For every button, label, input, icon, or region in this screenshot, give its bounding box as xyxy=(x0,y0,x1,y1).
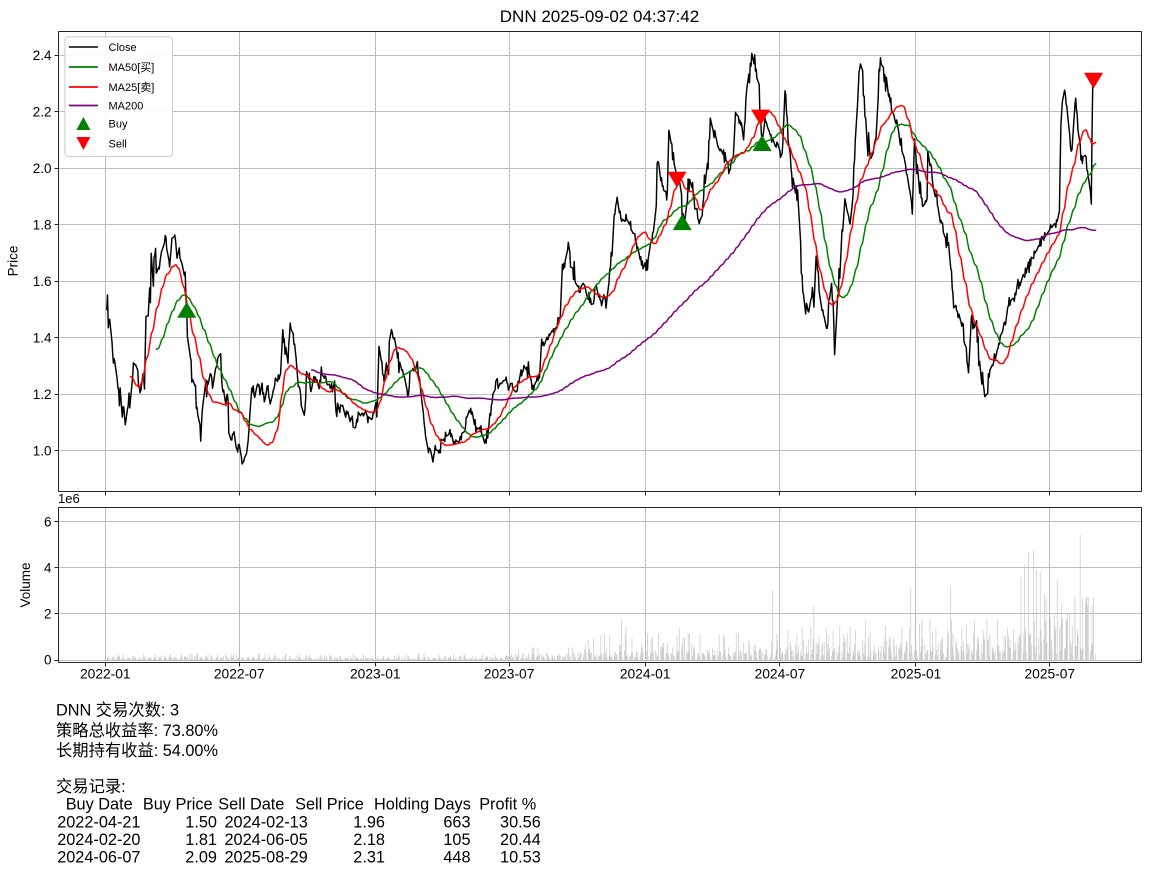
svg-text:Holding Days: Holding Days xyxy=(374,796,471,814)
svg-text:长期持有收益: 54.00%: 长期持有收益: 54.00% xyxy=(56,742,218,760)
svg-text:Sell Date: Sell Date xyxy=(218,796,284,814)
svg-text:2024-06-07: 2024-06-07 xyxy=(57,849,140,867)
svg-text:Buy Price: Buy Price xyxy=(143,796,213,814)
svg-text:Buy: Buy xyxy=(109,119,128,131)
svg-text:2.31: 2.31 xyxy=(353,849,385,867)
svg-text:DNN 交易次数: 3: DNN 交易次数: 3 xyxy=(56,702,179,720)
svg-text:2023-07: 2023-07 xyxy=(484,666,535,681)
svg-text:10.53: 10.53 xyxy=(500,849,541,867)
svg-text:MA25[卖]: MA25[卖] xyxy=(109,81,155,94)
svg-text:MA50[买]: MA50[买] xyxy=(109,61,155,74)
svg-text:2: 2 xyxy=(44,607,52,622)
svg-text:策略总收益率: 73.80%: 策略总收益率: 73.80% xyxy=(56,722,218,740)
svg-text:0: 0 xyxy=(44,653,52,668)
svg-text:1.4: 1.4 xyxy=(33,331,52,346)
svg-text:交易记录:: 交易记录: xyxy=(56,778,126,796)
svg-text:Profit %: Profit % xyxy=(479,796,536,814)
svg-text:2.4: 2.4 xyxy=(33,48,52,63)
svg-text:2025-08-29: 2025-08-29 xyxy=(225,849,308,867)
svg-text:20.44: 20.44 xyxy=(500,831,541,849)
svg-text:2.18: 2.18 xyxy=(353,831,385,849)
svg-text:2024-01: 2024-01 xyxy=(620,666,671,681)
svg-text:2.2: 2.2 xyxy=(33,105,52,120)
svg-text:1.8: 1.8 xyxy=(33,218,52,233)
svg-text:2.09: 2.09 xyxy=(185,849,217,867)
svg-text:448: 448 xyxy=(443,849,470,867)
svg-text:2024-02-20: 2024-02-20 xyxy=(57,831,140,849)
svg-text:DNN 2025-09-02 04:37:42: DNN 2025-09-02 04:37:42 xyxy=(500,7,699,26)
svg-text:1.6: 1.6 xyxy=(33,274,52,289)
svg-text:1.50: 1.50 xyxy=(185,814,217,832)
svg-text:1.96: 1.96 xyxy=(353,814,385,832)
svg-text:Volume: Volume xyxy=(18,562,33,607)
svg-text:2025-07: 2025-07 xyxy=(1024,666,1075,681)
svg-text:2022-07: 2022-07 xyxy=(214,666,265,681)
svg-text:Buy Date: Buy Date xyxy=(66,796,133,814)
svg-text:2024-02-13: 2024-02-13 xyxy=(225,814,308,832)
svg-text:2024-06-05: 2024-06-05 xyxy=(225,831,308,849)
svg-text:30.56: 30.56 xyxy=(500,814,541,832)
svg-text:663: 663 xyxy=(443,814,470,832)
svg-text:Sell: Sell xyxy=(109,139,127,151)
svg-text:Close: Close xyxy=(109,42,137,54)
svg-text:1e6: 1e6 xyxy=(58,491,80,506)
svg-text:Price: Price xyxy=(6,246,21,277)
svg-text:105: 105 xyxy=(443,831,470,849)
svg-text:2.0: 2.0 xyxy=(33,161,52,176)
svg-text:MA200: MA200 xyxy=(109,101,144,113)
svg-text:1.0: 1.0 xyxy=(33,444,52,459)
svg-text:2025-01: 2025-01 xyxy=(891,666,942,681)
svg-text:Sell Price: Sell Price xyxy=(295,796,364,814)
svg-text:2023-01: 2023-01 xyxy=(350,666,401,681)
svg-text:2022-01: 2022-01 xyxy=(80,666,131,681)
svg-text:1.81: 1.81 xyxy=(185,831,217,849)
svg-text:1.2: 1.2 xyxy=(33,387,52,402)
svg-text:6: 6 xyxy=(44,514,52,529)
svg-text:4: 4 xyxy=(44,561,52,576)
svg-text:2024-07: 2024-07 xyxy=(755,666,806,681)
svg-text:2022-04-21: 2022-04-21 xyxy=(57,814,140,832)
